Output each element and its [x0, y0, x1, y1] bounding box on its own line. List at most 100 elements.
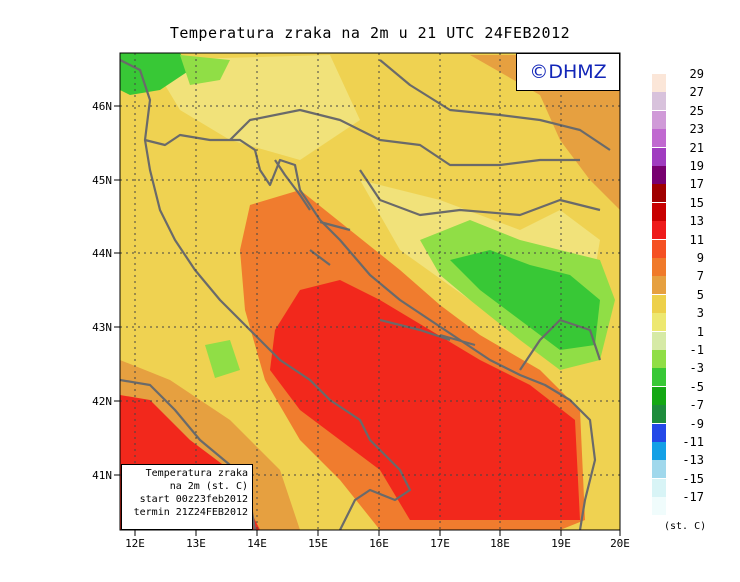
legend-swatch [652, 239, 666, 258]
legend-swatch [652, 331, 666, 350]
legend-row: -3 [652, 361, 722, 387]
lon-axis: 12E 13E 14E 15E 16E 17E 18E 19E 20E [125, 530, 630, 550]
legend-row: 11 [652, 233, 722, 258]
legend-swatch [652, 110, 666, 129]
legend-row: 17 [652, 177, 722, 203]
legend-swatch [652, 423, 666, 442]
legend-row: 9 [652, 251, 722, 276]
legend-label: 27 [689, 85, 704, 100]
lon-label: 19E [551, 537, 571, 550]
legend-label: 21 [689, 140, 704, 155]
legend-swatch [652, 258, 666, 276]
info-line: Temperatura zraka [145, 468, 248, 479]
legend-swatch [652, 442, 666, 460]
legend-swatch [652, 166, 666, 184]
legend-label: 13 [689, 214, 704, 229]
legend-row: 1 [652, 325, 722, 350]
legend-label: 19 [689, 159, 704, 173]
legend-label: 17 [689, 177, 704, 192]
legend-swatch [652, 405, 666, 424]
lon-label: 12E [125, 537, 145, 550]
adriatic-hot [270, 280, 580, 520]
legend-label: -11 [682, 435, 704, 449]
orange-field-ne [470, 55, 620, 210]
legend-swatch [652, 221, 666, 240]
legend-row: 5 [652, 288, 722, 313]
legend-swatch [652, 497, 666, 516]
legend-row: 7 [652, 269, 722, 295]
legend-label: -7 [689, 398, 704, 413]
legend-swatch [652, 276, 666, 295]
legend-swatch [652, 313, 666, 332]
legend-swatch [652, 350, 666, 368]
legend-label: 25 [689, 103, 704, 118]
lon-label: 14E [247, 537, 267, 550]
legend-swatch [652, 74, 666, 92]
legend-row: -15 [652, 472, 722, 497]
lon-label: 15E [308, 537, 328, 550]
legend-units: (st. C) [664, 521, 707, 532]
legend-label: -13 [682, 453, 704, 468]
legend-swatch [652, 294, 666, 313]
cold-field-alps-pale [180, 55, 230, 85]
legend-swatch [652, 129, 666, 148]
info-line: termin 21Z24FEB2012 [133, 507, 248, 518]
lon-label: 18E [490, 537, 510, 550]
legend-swatch [652, 386, 666, 405]
lon-label: 16E [369, 537, 389, 550]
legend-label: 3 [696, 306, 704, 321]
lat-label: 43N [92, 321, 112, 334]
legend-row: -9 [652, 417, 722, 442]
legend-row: 19 [652, 159, 722, 184]
legend-label: 1 [696, 324, 704, 339]
dhmz-logo: ©DHMZ [516, 53, 620, 91]
lat-label: 41N [92, 469, 112, 482]
info-box: Temperatura zraka na 2m (st. C) start 00… [121, 464, 253, 530]
lat-label: 42N [92, 395, 112, 408]
legend-label: 7 [696, 269, 704, 284]
legend-label: -1 [689, 343, 704, 357]
map-frame [119, 52, 621, 531]
legend-label: -17 [682, 490, 704, 505]
legend-row: -17 [652, 490, 722, 516]
lon-label: 20E [610, 537, 630, 550]
map-title: Temperatura zraka na 2m u 21 UTC 24FEB20… [169, 24, 571, 42]
info-line: start 00z23feb2012 [139, 494, 248, 505]
legend-row: -5 [652, 380, 722, 405]
legend-row: 23 [652, 122, 722, 148]
legend-label: 5 [696, 287, 704, 302]
legend-label: 23 [689, 122, 704, 137]
legend-label: 9 [696, 251, 704, 265]
cold-field-gargano [205, 340, 240, 378]
cold-field-alps [120, 53, 190, 95]
legend-row: -13 [652, 453, 722, 479]
legend-swatch [652, 460, 666, 479]
legend-label: 15 [689, 195, 704, 210]
legend-swatch [652, 202, 666, 221]
lat-label: 46N [92, 100, 112, 113]
lon-label: 17E [430, 537, 450, 550]
legend-label: -5 [689, 379, 704, 394]
legend-label: 11 [689, 232, 704, 247]
legend-row: 21 [652, 141, 722, 166]
legend-row: 27 [652, 85, 722, 111]
legend-label: -3 [689, 361, 704, 376]
legend-swatch [652, 92, 666, 111]
legend-row: 15 [652, 196, 722, 221]
legend-swatch [652, 478, 666, 497]
legend-row: 25 [652, 104, 722, 129]
legend-label: -15 [682, 471, 704, 486]
legend-row: -7 [652, 398, 722, 424]
map-fields [120, 53, 620, 530]
legend-row: -11 [652, 435, 722, 460]
legend-row: -1 [652, 343, 722, 368]
legend-row: 3 [652, 306, 722, 332]
legend-row: 13 [652, 214, 722, 240]
legend-swatch [652, 147, 666, 166]
legend-row: 29 [652, 67, 722, 92]
legend-swatch [652, 368, 666, 387]
lat-label: 44N [92, 247, 112, 260]
lat-axis: 46N 45N 44N 43N 42N 41N [92, 100, 120, 482]
lat-label: 45N [92, 174, 112, 187]
